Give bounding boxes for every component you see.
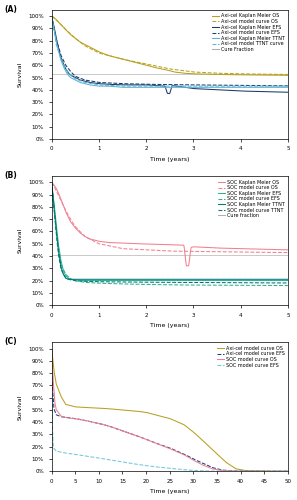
X-axis label: Time (years): Time (years) bbox=[150, 323, 189, 328]
Text: (A): (A) bbox=[4, 5, 17, 14]
Y-axis label: Survival: Survival bbox=[18, 228, 23, 254]
Legend: Axi-cel Kaplan Meier OS, Axi-cel model curve OS, Axi-cel Kaplan Meier EFS, Axi-c: Axi-cel Kaplan Meier OS, Axi-cel model c… bbox=[211, 12, 285, 53]
X-axis label: Time (years): Time (years) bbox=[150, 157, 189, 162]
Legend: Axi-cel model curve OS, Axi-cel model curve EFS, SOC model curve OS, SOC model c: Axi-cel model curve OS, Axi-cel model cu… bbox=[216, 345, 285, 368]
Text: (C): (C) bbox=[4, 338, 17, 346]
X-axis label: Time (years): Time (years) bbox=[150, 490, 189, 494]
Text: (B): (B) bbox=[4, 171, 17, 180]
Y-axis label: Survival: Survival bbox=[18, 394, 23, 419]
Legend: SOC Kaplan Meier OS, SOC model curve OS, SOC Kaplan Meier EFS, SOC model curve E: SOC Kaplan Meier OS, SOC model curve OS,… bbox=[217, 178, 285, 219]
Y-axis label: Survival: Survival bbox=[18, 62, 23, 87]
